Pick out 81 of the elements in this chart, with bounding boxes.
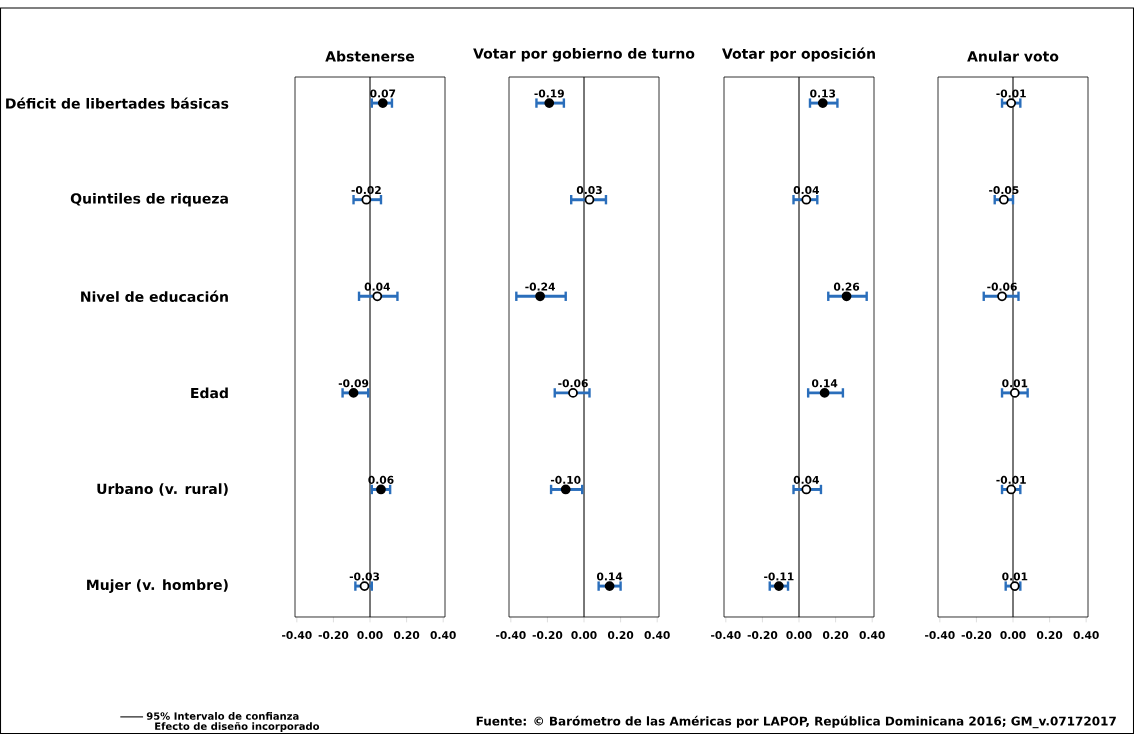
x-tick-label: -0.20	[747, 631, 778, 640]
x-tick-label: -0.40	[282, 631, 312, 640]
data-label: -0.06	[987, 282, 1017, 291]
point	[348, 388, 359, 398]
data-label: 0.01	[1002, 572, 1028, 581]
point	[817, 98, 828, 108]
x-tick-label: -0.20	[532, 631, 563, 640]
point	[774, 581, 784, 591]
data-label: -0.09	[338, 379, 369, 388]
data-label: -0.24	[525, 282, 555, 291]
data-label: -0.06	[558, 379, 588, 388]
x-tick-label: 0.20	[822, 631, 849, 640]
x-tick-label: 0.40	[1073, 631, 1099, 640]
point	[604, 581, 615, 591]
data-label: -0.01	[996, 89, 1026, 98]
x-tick-label: -0.40	[496, 631, 526, 640]
x-tick-label: -0.40	[711, 631, 741, 640]
x-tick-label: 0.20	[1036, 631, 1063, 640]
point	[1006, 98, 1017, 108]
y-tick-label: Quintiles de riqueza	[70, 192, 228, 207]
point	[361, 194, 372, 205]
point	[1006, 484, 1017, 495]
x-tick-label: 0.40	[430, 631, 456, 640]
data-label: 0.13	[810, 89, 836, 98]
point	[819, 388, 830, 398]
point	[376, 484, 386, 495]
x-tick-label: -0.20	[318, 631, 349, 640]
data-label: -0.10	[550, 475, 581, 484]
y-tick-label: Mujer (v. hombre)	[87, 579, 228, 593]
data-label: -0.03	[349, 572, 380, 581]
data-label: 0.01	[1002, 379, 1028, 388]
y-tick-label: Edad	[191, 387, 228, 399]
x-tick-label: -0.20	[961, 631, 992, 640]
data-label: 0.14	[596, 572, 623, 581]
x-tick-label: 0.20	[393, 631, 420, 640]
x-tick-label: 0.00	[1000, 631, 1026, 640]
text: Efecto de diseño incorporado	[155, 722, 320, 732]
data-label: 0.06	[368, 475, 394, 484]
point	[998, 194, 1009, 205]
chart-title: Votar por oposición	[722, 47, 875, 62]
data-label: 0.26	[833, 282, 860, 291]
point	[377, 98, 388, 108]
x-tick-label: -0.40	[925, 631, 955, 640]
data-label: 0.04	[793, 186, 819, 195]
x-tick-label: 0.40	[644, 631, 670, 640]
data-label: 0.04	[364, 282, 390, 291]
data-label: 0.07	[370, 89, 396, 98]
chart-title: Votar por gobierno de turno	[473, 47, 695, 62]
data-label: -0.05	[989, 186, 1019, 195]
data-label: 0.04	[793, 475, 819, 484]
source-note: Fuente: © Barómetro de las Américas por LAPOP, República Dominicana 2016; GM_v.07172017	[476, 715, 1116, 729]
y-tick-label: Nivel de educación	[81, 290, 228, 302]
data-label: -0.01	[996, 475, 1026, 484]
point	[568, 388, 578, 398]
point	[359, 581, 370, 591]
point	[372, 291, 383, 302]
x-tick-label: 0.20	[607, 631, 634, 640]
point	[801, 484, 812, 495]
x-tick-label: 0.00	[786, 631, 812, 640]
y-tick-label: Urbano (v. rural)	[97, 483, 228, 496]
data-label: 0.03	[576, 186, 602, 195]
point	[584, 194, 595, 205]
data-label: -0.19	[534, 89, 564, 98]
point	[801, 194, 812, 205]
point	[841, 291, 852, 302]
data-label: -0.11	[764, 572, 794, 581]
point	[997, 291, 1007, 302]
point	[535, 291, 545, 302]
chart-title: Abstenerse	[325, 50, 415, 62]
x-tick-label: 0.00	[357, 631, 383, 640]
y-tick-label: Déficit de libertades básicas	[6, 97, 229, 109]
point	[1009, 581, 1020, 591]
point	[544, 98, 555, 108]
x-tick-label: 0.40	[859, 631, 885, 640]
point	[560, 484, 571, 495]
legend-label: 95% Intervalo de confianza	[146, 712, 299, 720]
x-tick-label: 0.00	[571, 631, 597, 640]
data-label: 0.14	[811, 379, 838, 388]
chart-title: Anular voto	[967, 50, 1059, 62]
data-label: -0.02	[351, 186, 381, 195]
point	[1009, 388, 1020, 398]
